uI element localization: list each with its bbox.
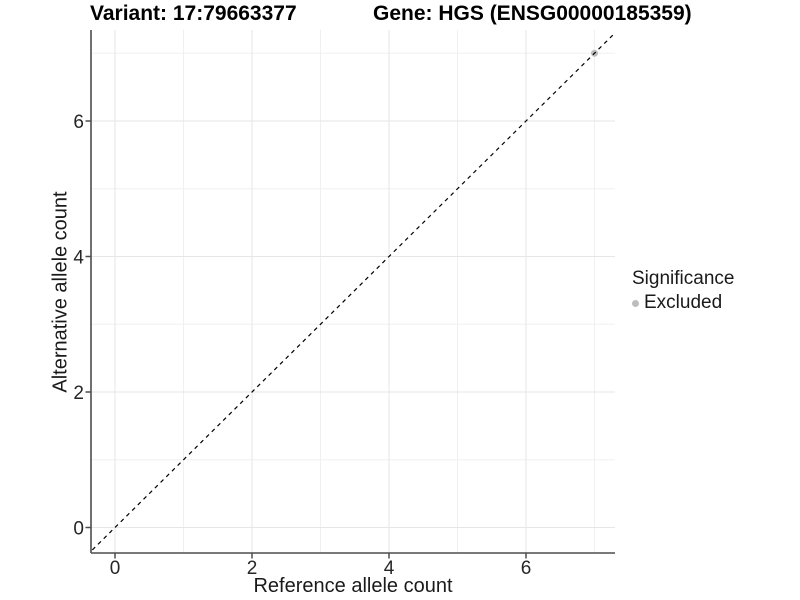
y-tick-label: 4 [73,248,84,269]
x-tick-label: 0 [110,558,121,579]
variant-title: Variant: 17:79663377 [90,2,297,25]
y-tick-label: 2 [73,383,84,404]
x-tick-labels: 0 2 4 6 [110,558,532,579]
legend: Significance Excluded [632,268,734,314]
legend-item-label: Excluded [644,292,723,313]
y-tick-label: 0 [73,519,84,540]
y-tick-label: 6 [73,112,84,133]
identity-line [91,32,615,553]
panel-content [91,32,615,553]
x-tick-label: 6 [521,558,532,579]
gene-title: Gene: HGS (ENSG00000185359) [373,2,692,25]
x-tick-label: 4 [384,558,395,579]
x-tick-label: 2 [247,558,258,579]
legend-item-excluded: Excluded [632,292,734,314]
excluded-point-icon [632,299,639,307]
gridlines [91,30,615,553]
y-tick-labels: 0 2 4 6 [73,112,84,540]
tick-marks [85,120,527,559]
y-axis-title: Alternative allele count [49,191,72,393]
legend-title: Significance [632,268,735,289]
x-axis-title: Reference allele count [253,575,453,597]
